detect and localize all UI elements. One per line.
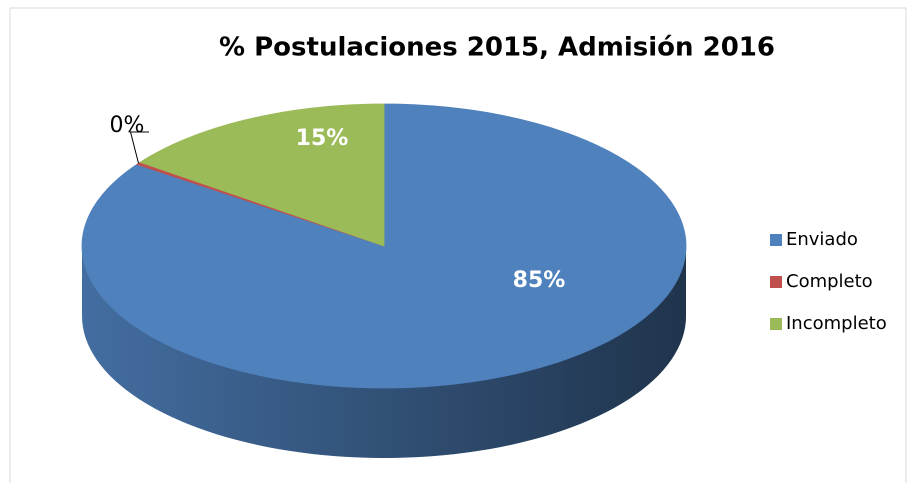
legend-swatch	[770, 318, 782, 330]
data-label: 85%	[513, 268, 566, 293]
data-label: 15%	[296, 126, 349, 151]
legend-label: Enviado	[786, 229, 858, 250]
legend-label: Incompleto	[786, 313, 887, 334]
legend-swatch	[770, 234, 782, 246]
leader-line	[129, 131, 149, 164]
data-label: 0%	[110, 113, 145, 138]
chart-title: % Postulaciones 2015, Admisión 2016	[219, 33, 775, 63]
slice	[139, 103, 385, 247]
legend-swatch	[770, 276, 782, 288]
chart-border	[9, 7, 907, 483]
legend-label: Completo	[786, 271, 873, 292]
slice-side-shade	[82, 246, 686, 458]
